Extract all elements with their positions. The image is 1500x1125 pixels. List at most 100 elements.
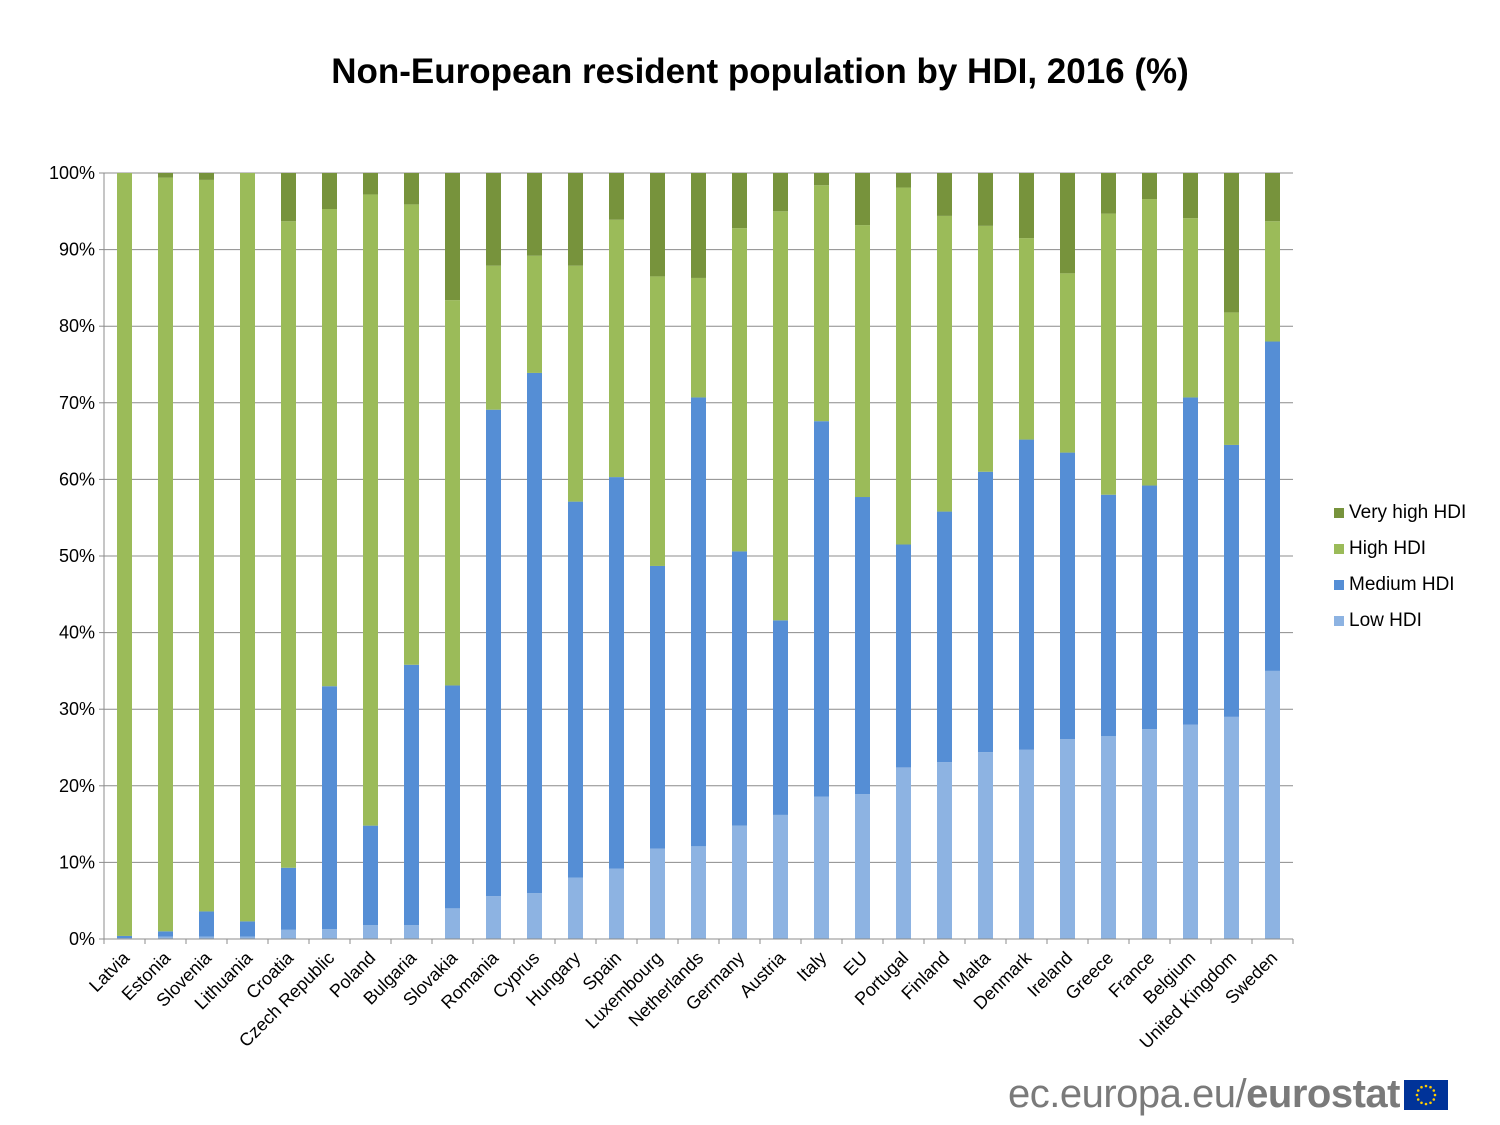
bar-segment-very-high-hdi [814,173,829,186]
bar-segment-very-high-hdi [1183,173,1198,219]
bar-segment-high-hdi [814,185,829,422]
bar-segment-very-high-hdi [1224,173,1239,313]
bar-segment-low-hdi [691,846,706,939]
bar-segment-low-hdi [650,848,665,939]
bar-segment-high-hdi [1060,273,1075,453]
y-tick-label: 60% [59,469,95,489]
bar-segment-medium-hdi [691,397,706,847]
bar-segment-very-high-hdi [896,173,911,188]
legend-swatch [1334,616,1344,626]
bar-segment-medium-hdi [1060,452,1075,740]
bar-segment-medium-hdi [814,421,829,797]
bar-segment-very-high-hdi [1265,173,1280,222]
bar-segment-medium-hdi [445,685,460,909]
bar-segment-medium-hdi [978,471,993,753]
eu-flag-stars [1415,1084,1437,1105]
star-icon [1432,1097,1436,1101]
bar-segment-medium-hdi [568,501,583,878]
eu-flag-icon [1403,1079,1448,1110]
bar-segment-low-hdi [363,925,378,939]
bar-segment-very-high-hdi [527,173,542,256]
bar-segment-high-hdi [117,173,132,936]
bar-segment-low-hdi [158,936,173,939]
star-icon [1424,1102,1428,1105]
bar-segment-high-hdi [199,179,214,912]
bar-segment-high-hdi [568,265,583,502]
bar-segment-low-hdi [732,825,747,939]
bar-segment-high-hdi [322,209,337,687]
bar-segment-low-hdi [937,762,952,939]
brand-url: ec.europa.eu/ [1008,1072,1247,1116]
bar-segment-very-high-hdi [281,173,296,222]
bar-segment-very-high-hdi [691,173,706,278]
y-tick-labels: 0% 10% 20% 30% 40% 50% 60% 70% 80% 90% 100% [49,163,95,949]
bar-segment-low-hdi [814,796,829,939]
star-icon [1415,1093,1419,1096]
legend-swatch [1334,508,1344,518]
bar-segment-high-hdi [1019,238,1034,440]
bar-segment-low-hdi [281,929,296,939]
y-tick-label: 40% [59,623,95,643]
bar-segment-low-hdi [568,877,583,939]
bar-segment-medium-hdi [404,664,419,926]
bar-segment-very-high-hdi [199,173,214,180]
bar-segment-medium-hdi [199,911,214,937]
y-tick-label: 50% [59,546,95,566]
legend-swatch [1334,544,1344,554]
bar-segment-very-high-hdi [568,173,583,266]
bar-segment-high-hdi [404,204,419,665]
star-icon [1433,1093,1437,1096]
bar-segment-very-high-hdi [1019,173,1034,239]
bar-segment-high-hdi [650,276,665,566]
y-tick-label: 90% [59,240,95,260]
bar-segment-very-high-hdi [322,173,337,210]
bar-segment-very-high-hdi [773,173,788,212]
legend-item: Low HDI [1334,603,1466,639]
bar-segment-medium-hdi [1265,341,1280,671]
bar-segment-high-hdi [1265,221,1280,342]
bar-segment-very-high-hdi [158,173,173,178]
y-tick-label: 70% [59,393,95,413]
bar-segment-high-hdi [240,173,255,922]
bar-segment-very-high-hdi [978,173,993,226]
star-icon [1429,1085,1432,1089]
legend-label: Medium HDI [1349,574,1455,595]
bar-segment-high-hdi [732,228,747,552]
bar-segment-low-hdi [486,896,501,939]
bar-segment-high-hdi [937,215,952,512]
bar-segment-very-high-hdi [404,173,419,205]
bar-segment-high-hdi [773,211,788,621]
legend-item: Very high HDI [1334,495,1466,531]
bars [117,173,1280,939]
bar-segment-medium-hdi [937,511,952,763]
x-tick-label: EU [839,948,871,980]
bar-segment-high-hdi [1142,199,1157,486]
bar-segment-medium-hdi [609,477,624,869]
eurostat-branding: ec.europa.eu/eurostat [1008,1072,1448,1117]
bar-segment-low-hdi [1060,739,1075,939]
x-tick-label: Italy [793,948,830,985]
chart-title: Non-European resident population by HDI,… [331,52,1189,91]
bar-segment-medium-hdi [1224,444,1239,717]
bar-segment-high-hdi [445,300,460,686]
bar-segment-medium-hdi [773,620,788,815]
bar-segment-low-hdi [322,929,337,939]
bar-segment-low-hdi [896,767,911,939]
bar-segment-very-high-hdi [609,173,624,220]
legend-label: High HDI [1349,538,1427,559]
bar-segment-very-high-hdi [1101,173,1116,214]
bar-segment-high-hdi [363,194,378,826]
bar-segment-low-hdi [404,925,419,939]
star-icon [1420,1100,1423,1104]
bar-segment-low-hdi [1101,736,1116,939]
bar-segment-medium-hdi [117,935,132,939]
bar-segment-very-high-hdi [732,173,747,229]
bar-segment-medium-hdi [896,544,911,768]
bar-segment-very-high-hdi [1142,173,1157,200]
bar-segment-low-hdi [527,893,542,939]
bar-segment-low-hdi [199,936,214,939]
bar-segment-low-hdi [1183,724,1198,939]
legend-item: Medium HDI [1334,567,1466,603]
y-tick-label: 10% [59,852,95,872]
